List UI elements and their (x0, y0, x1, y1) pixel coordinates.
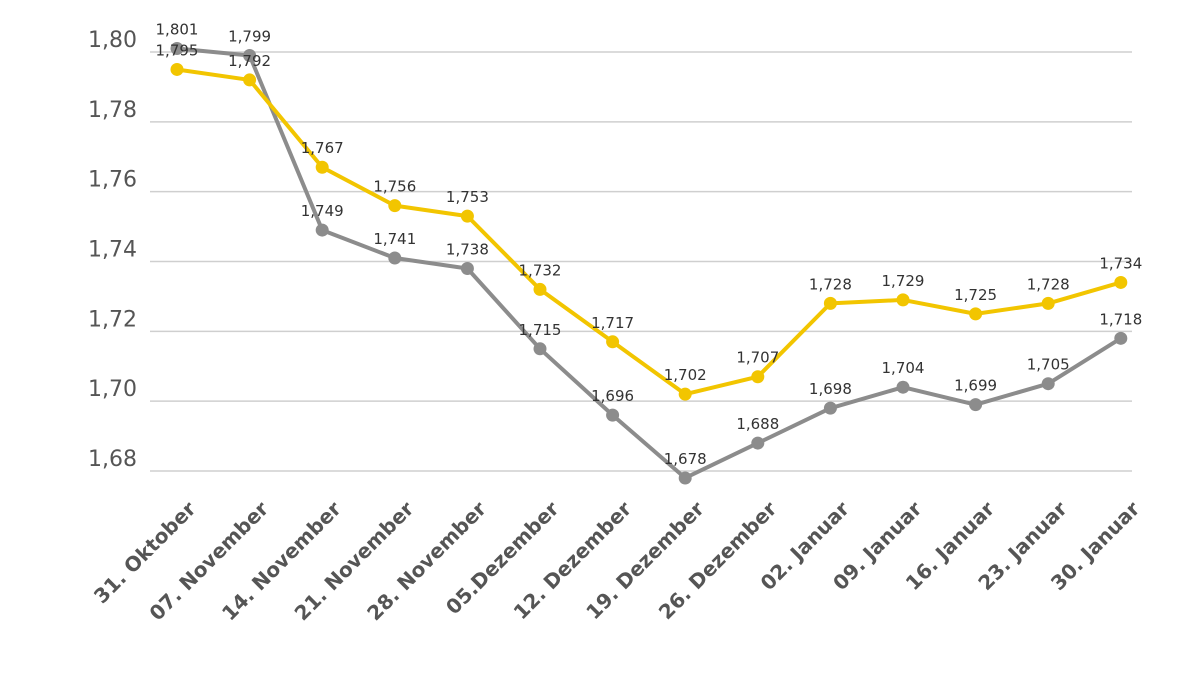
gray-series-data-label: 1,718 (1099, 310, 1142, 328)
yellow-series-point (896, 293, 910, 307)
yellow-series-data-label: 1,728 (809, 275, 852, 293)
yellow-series-data-label: 1,729 (882, 272, 925, 290)
yellow-series-data-label: 1,795 (156, 41, 199, 59)
yellow-series-point (533, 282, 547, 296)
gray-series-point (969, 398, 983, 412)
yellow-series-data-label: 1,792 (228, 52, 271, 70)
yellow-series-data-label: 1,753 (446, 188, 489, 206)
gray-series-point (460, 261, 474, 275)
yellow-series-point (823, 296, 837, 310)
y-axis: 1,68 1,70 1,72 1,74 1,76 1,78 1,80 (88, 28, 137, 472)
yellow-series-point (969, 307, 983, 321)
yellow-series-point (678, 387, 692, 401)
yellow-series-point (460, 209, 474, 223)
yellow-series-point (1041, 296, 1055, 310)
gray-series-point (1114, 331, 1128, 345)
gray-series-point (315, 223, 329, 237)
gray-series-data-label: 1,741 (373, 230, 416, 248)
y-tick-label: 1,72 (88, 307, 137, 332)
gray-series-point (243, 48, 257, 62)
yellow-series-line (175, 67, 1123, 397)
gray-series-point (1041, 377, 1055, 391)
y-tick-label: 1,78 (88, 98, 137, 123)
gray-series-data-label: 1,705 (1027, 356, 1070, 374)
gray-series-data-label: 1,688 (736, 415, 779, 433)
gray-series-point (606, 408, 620, 422)
gray-series-point (170, 42, 184, 56)
gray-series-point (751, 436, 765, 450)
gray-series-point (388, 251, 402, 265)
yellow-series-data-label: 1,732 (519, 261, 562, 279)
gray-series-data-label: 1,738 (446, 240, 489, 258)
gray-series-point (896, 380, 910, 394)
data-labels: 1,795 1,792 1,767 1,756 1,753 1,732 1,717 1,702… (156, 21, 1143, 468)
yellow-series-data-label: 1,702 (664, 366, 707, 384)
yellow-series-point (606, 335, 620, 349)
gray-series-data-label: 1,678 (664, 450, 707, 468)
yellow-series-point (315, 160, 329, 174)
series-layer (170, 42, 1128, 485)
y-tick-label: 1,70 (88, 377, 137, 402)
gray-series-data-label: 1,698 (809, 380, 852, 398)
gray-series-data-label: 1,699 (954, 377, 997, 395)
yellow-series-data-label: 1,756 (373, 178, 416, 196)
yellow-series-point (751, 370, 765, 384)
yellow-series-point (170, 62, 184, 76)
gray-series-data-label: 1,799 (228, 27, 271, 45)
yellow-series-data-label: 1,728 (1027, 275, 1070, 293)
gray-series-point (823, 401, 837, 415)
yellow-series-data-label: 1,725 (954, 286, 997, 304)
gray-series-point (678, 471, 692, 485)
yellow-series-point (243, 73, 257, 87)
y-tick-label: 1,68 (88, 447, 137, 472)
gray-series-point (533, 342, 547, 356)
y-tick-label: 1,80 (88, 28, 137, 53)
gray-series-data-label: 1,715 (519, 321, 562, 339)
yellow-series-point (388, 199, 402, 213)
yellow-series-data-label: 1,707 (736, 349, 779, 367)
grid-layer (150, 51, 1132, 472)
y-tick-label: 1,74 (88, 238, 137, 263)
yellow-series-data-label: 1,767 (301, 139, 344, 157)
yellow-series-data-label: 1,734 (1099, 254, 1142, 272)
gray-series-data-label: 1,696 (591, 387, 634, 405)
gray-series-data-label: 1,801 (156, 21, 199, 39)
gray-series-line (175, 46, 1123, 480)
y-tick-label: 1,76 (88, 168, 137, 193)
yellow-series-data-label: 1,717 (591, 314, 634, 332)
gray-series-data-label: 1,749 (301, 202, 344, 220)
yellow-series-point (1114, 275, 1128, 289)
gray-series-data-label: 1,704 (882, 359, 925, 377)
